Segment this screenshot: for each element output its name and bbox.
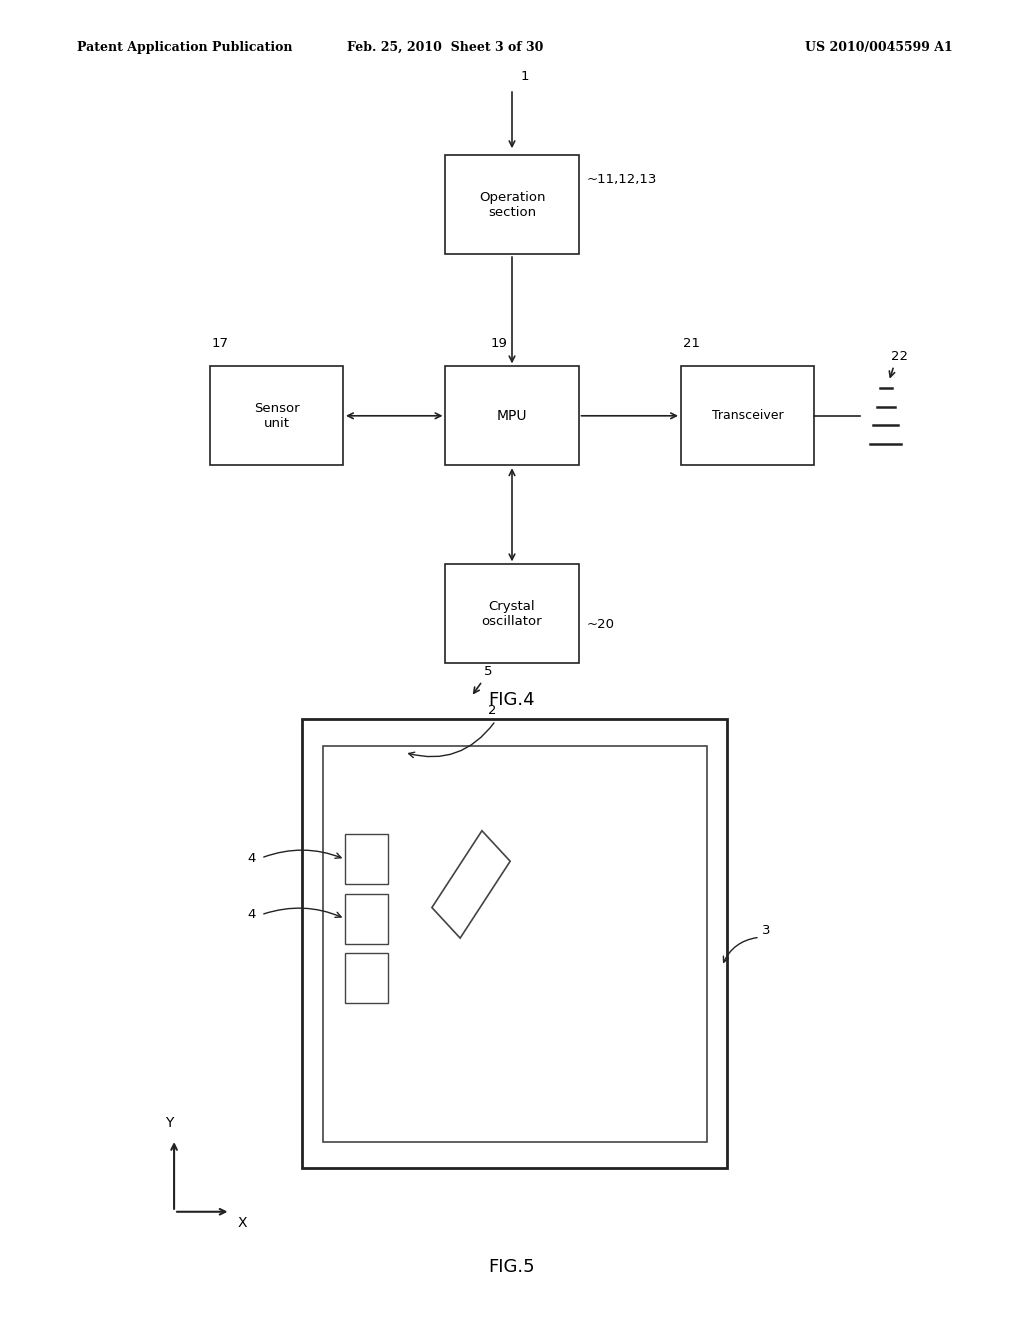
Text: 17: 17 xyxy=(212,338,229,350)
Text: Feb. 25, 2010  Sheet 3 of 30: Feb. 25, 2010 Sheet 3 of 30 xyxy=(347,41,544,54)
Text: 19: 19 xyxy=(492,338,508,350)
Bar xyxy=(445,154,579,253)
Bar xyxy=(345,894,388,944)
Text: 21: 21 xyxy=(683,338,700,350)
Text: ~11,12,13: ~11,12,13 xyxy=(587,173,657,186)
Text: ~20: ~20 xyxy=(587,618,614,631)
Bar xyxy=(302,719,727,1168)
Text: X: X xyxy=(238,1216,247,1230)
Polygon shape xyxy=(432,830,510,939)
Text: Crystal
oscillator: Crystal oscillator xyxy=(481,599,543,628)
Bar xyxy=(445,565,579,663)
Text: US 2010/0045599 A1: US 2010/0045599 A1 xyxy=(805,41,952,54)
Text: 2: 2 xyxy=(488,704,497,717)
Text: 4: 4 xyxy=(248,908,256,921)
Text: Transceiver: Transceiver xyxy=(712,409,783,422)
Bar xyxy=(323,746,707,1142)
Bar xyxy=(345,953,388,1003)
Text: Sensor
unit: Sensor unit xyxy=(254,401,299,430)
Text: Y: Y xyxy=(165,1115,173,1130)
Text: Operation
section: Operation section xyxy=(479,190,545,219)
Bar xyxy=(210,366,343,465)
Text: 5: 5 xyxy=(484,665,493,678)
Text: FIG.5: FIG.5 xyxy=(488,1258,536,1276)
Text: Patent Application Publication: Patent Application Publication xyxy=(77,41,292,54)
Text: 1: 1 xyxy=(520,70,528,82)
Text: 22: 22 xyxy=(891,350,908,363)
Bar xyxy=(445,366,579,465)
Text: 4: 4 xyxy=(248,851,256,865)
Bar xyxy=(681,366,814,465)
Text: FIG.4: FIG.4 xyxy=(488,690,536,709)
Bar xyxy=(345,834,388,884)
Text: 3: 3 xyxy=(762,924,770,937)
Text: MPU: MPU xyxy=(497,409,527,422)
